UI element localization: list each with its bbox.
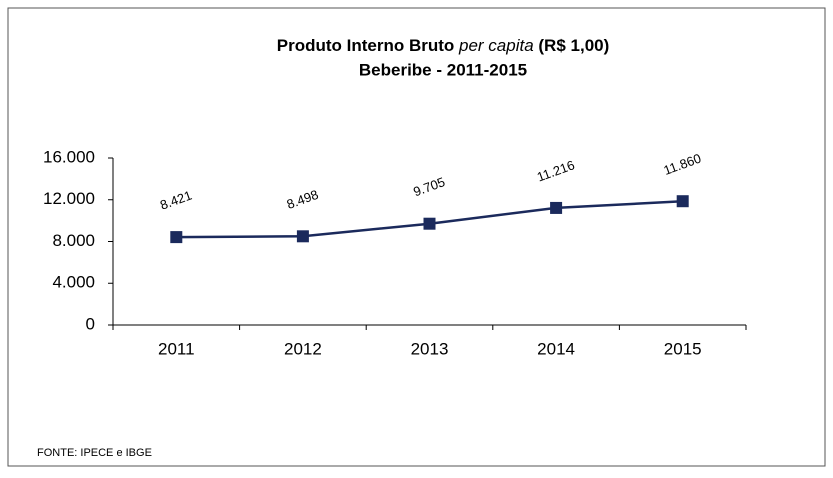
- title-part: Produto Interno Bruto: [277, 36, 459, 55]
- x-tick-label: 2011: [158, 339, 195, 358]
- point-marker: [676, 195, 689, 208]
- y-tick-label: 12.000: [43, 189, 95, 208]
- x-tick-label: 2013: [411, 339, 449, 358]
- point-marker: [550, 201, 563, 214]
- y-tick-label: 0: [86, 314, 95, 333]
- x-tick-label: 2014: [537, 339, 575, 358]
- x-tick-label: 2015: [664, 339, 702, 358]
- point-marker: [170, 231, 183, 244]
- title-part: per capita: [458, 36, 534, 55]
- chart-subtitle: Beberibe - 2011-2015: [359, 60, 527, 79]
- chart-title: Produto Interno Bruto per capita (R$ 1,0…: [277, 36, 610, 55]
- y-tick-label: 8.000: [52, 231, 95, 250]
- y-tick-label: 16.000: [43, 147, 95, 166]
- x-tick-label: 2012: [284, 339, 322, 358]
- y-tick-label: 4.000: [52, 273, 95, 292]
- title-part: (R$ 1,00): [534, 36, 610, 55]
- point-marker: [423, 217, 436, 230]
- point-marker: [296, 230, 309, 243]
- frame: [7, 7, 826, 467]
- source-note: FONTE: IPECE e IBGE: [37, 447, 152, 459]
